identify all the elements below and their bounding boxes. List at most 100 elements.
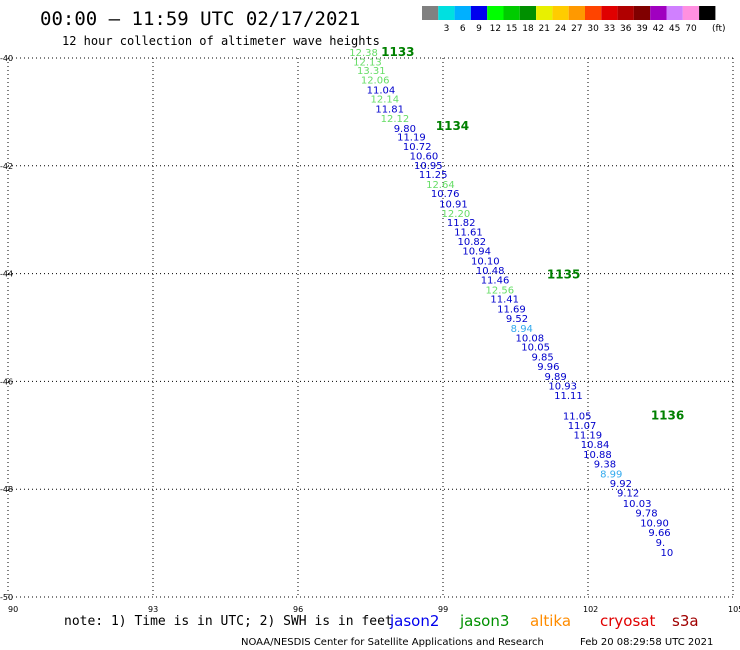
swh-point: 12.56: [486, 286, 515, 297]
swh-point: 12.38: [349, 48, 378, 59]
swh-point: 9.80: [394, 124, 416, 135]
x-tick-label: 102: [583, 605, 598, 614]
swh-point: 8.94: [511, 324, 533, 335]
swh-point: 12.06: [361, 75, 390, 86]
legend-swatch: [454, 6, 471, 20]
footer-timestamp: Feb 20 08:29:58 UTC 2021: [580, 637, 713, 648]
legend-label: 15: [506, 24, 517, 34]
legend-label: 6: [460, 24, 466, 34]
swh-point: 12.14: [371, 95, 400, 106]
swh-point: 10.95: [414, 161, 443, 172]
legend-swatch: [568, 6, 585, 20]
y-tick-label: -42: [0, 162, 13, 171]
swh-point: 10.91: [439, 199, 468, 210]
legend-swatch: [650, 6, 667, 20]
swh-point: 10.08: [516, 334, 545, 345]
legend-label: 33: [604, 24, 615, 34]
legend-swatch: [552, 6, 569, 20]
swh-point: 10.10: [471, 256, 500, 267]
legend-swatch: [422, 6, 439, 20]
swh-point: 11.19: [397, 132, 426, 143]
swh-point: 10.94: [462, 247, 491, 258]
swh-point: 10.93: [548, 381, 577, 392]
swh-point: 11.61: [454, 227, 483, 238]
swh-point: 13.31: [357, 66, 386, 77]
legend-swatch: [536, 6, 553, 20]
x-tick-label: 93: [148, 605, 158, 614]
legend-label: 18: [522, 24, 534, 34]
orbit-labels: 1133 1134 1135 1136: [381, 45, 684, 423]
x-tick-label: 90: [8, 605, 18, 614]
y-tick-label: -50: [0, 593, 13, 602]
swh-point: 10.03: [623, 499, 652, 510]
footer-note: note: 1) Time is in UTC; 2) SWH is in fe…: [64, 614, 393, 629]
swh-point: 11.41: [490, 295, 519, 306]
swh-point: 10.60: [410, 151, 439, 162]
swh-point: 12.64: [426, 180, 455, 191]
satellite-legend: jason2 jason3 altika cryosat s3a: [389, 612, 699, 630]
legend-label: 36: [620, 24, 632, 34]
orbit-number-label: 1136: [651, 409, 684, 423]
swh-point: 10: [661, 548, 674, 559]
legend-label: 24: [555, 24, 567, 34]
swh-point: 12.12: [381, 114, 410, 125]
satellite-label-s3a: s3a: [672, 612, 699, 630]
x-tick-label: 105: [728, 605, 740, 614]
swh-point: 10.88: [583, 450, 612, 461]
satellite-label-jason2: jason2: [389, 612, 439, 630]
swh-point: 10.72: [403, 142, 432, 153]
legend-swatch: [699, 6, 716, 20]
legend-swatch: [617, 6, 634, 20]
orbit-number-label: 1134: [436, 119, 469, 133]
swh-point: 9.78: [635, 509, 657, 520]
satellite-label-jason3: jason3: [459, 612, 509, 630]
legend-label: 27: [571, 24, 582, 34]
legend-unit-label: (ft): [712, 24, 726, 34]
wave-height-points: 12.3812.1313.3112.0611.0412.1411.8112.12…: [349, 48, 673, 559]
legend-label: 30: [587, 24, 599, 34]
legend-swatch: [601, 6, 618, 20]
legend-swatch: [682, 6, 700, 20]
y-tick-label: -44: [0, 270, 13, 279]
swh-point: 11.07: [568, 421, 597, 432]
footer-credit: NOAA/NESDIS Center for Satellite Applica…: [241, 637, 544, 648]
orbit-number-label: 1135: [547, 267, 580, 281]
swh-point: 11.82: [447, 218, 476, 229]
y-tick-label: -40: [0, 54, 13, 63]
legend-label: 9: [476, 24, 482, 34]
swh-point: 9.12: [617, 489, 639, 500]
legend-swatch: [438, 6, 455, 20]
swh-point: 12.13: [353, 58, 382, 69]
swh-point: 9.52: [506, 314, 528, 325]
swh-point: 11.81: [375, 104, 404, 115]
swh-point: 9.38: [594, 460, 616, 471]
swh-point: 11.19: [574, 431, 603, 442]
swh-point: 9.96: [537, 362, 559, 373]
swh-point: 9.: [656, 538, 666, 549]
legend-swatch: [633, 6, 651, 20]
legend-swatch: [503, 6, 520, 20]
legend-swatch: [487, 6, 504, 20]
x-tick-label: 96: [293, 605, 303, 614]
swh-point: 9.89: [545, 372, 567, 383]
legend-label: 45: [669, 24, 680, 34]
orbit-number-label: 1133: [381, 45, 414, 59]
swh-point: 11.04: [367, 86, 396, 97]
swh-point: 11.25: [419, 170, 448, 181]
swh-point: 10.90: [640, 518, 669, 529]
legend-label: 39: [636, 24, 648, 34]
swh-point: 10.05: [521, 343, 550, 354]
color-legend: 3 6 9 12 15 18 21 24 27 30 33 36 39 42 45 70: [422, 6, 716, 34]
satellite-label-cryosat: cryosat: [600, 612, 655, 630]
y-tick-label: -48: [0, 485, 13, 494]
legend-label: 70: [685, 24, 697, 34]
swh-point: 9.66: [648, 528, 670, 539]
axis-tick-labels: 90 93 96 99 102 105 -40 -42 -44 -46 -48 -50: [0, 54, 740, 614]
satellite-label-altika: altika: [530, 612, 571, 630]
legend-label: 42: [653, 24, 664, 34]
swh-point: 10.48: [476, 266, 505, 277]
legend-swatch: [470, 6, 488, 20]
legend-label: 21: [539, 24, 550, 34]
plot-grid: [7, 57, 734, 598]
swh-point: 8.99: [600, 469, 622, 480]
